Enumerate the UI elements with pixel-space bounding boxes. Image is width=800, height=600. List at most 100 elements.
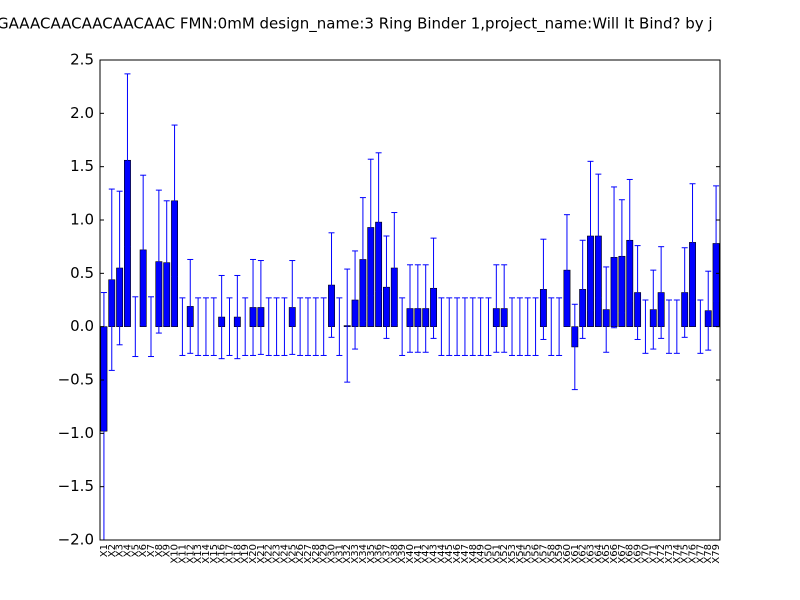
- error-bar: [273, 297, 280, 356]
- error-bar: [689, 183, 696, 302]
- x-tick-label: X11: [177, 544, 188, 564]
- y-tick-label: −2.0: [58, 531, 94, 549]
- x-tick-label: X74: [672, 544, 683, 564]
- error-bar: [713, 185, 720, 302]
- error-bar: [226, 297, 233, 356]
- error-bar: [579, 239, 586, 339]
- x-tick-label: X50: [483, 544, 494, 564]
- error-bar: [218, 274, 225, 360]
- error-bar: [140, 174, 147, 326]
- x-tick-label: X68: [625, 544, 636, 564]
- x-tick-label: X6: [138, 544, 149, 557]
- error-bar: [336, 297, 343, 356]
- error-bar: [493, 264, 500, 353]
- x-tick-label: X32: [342, 544, 353, 564]
- error-bar: [422, 264, 429, 353]
- error-bar: [618, 199, 625, 314]
- error-bar: [304, 297, 311, 356]
- y-tick-label: 2.0: [70, 104, 94, 122]
- x-tick-label: X43: [429, 544, 440, 564]
- x-tick-label: X23: [272, 544, 283, 564]
- error-bar: [171, 124, 178, 278]
- x-tick-label: X73: [664, 544, 675, 564]
- error-bar: [163, 200, 170, 326]
- error-bar: [705, 270, 712, 351]
- x-tick-label: X67: [617, 544, 628, 564]
- error-bar: [179, 297, 186, 356]
- error-bar: [509, 297, 516, 356]
- x-tick-label: X36: [374, 544, 385, 564]
- error-bar: [187, 258, 194, 354]
- error-bar: [650, 269, 657, 350]
- error-bar: [116, 190, 123, 346]
- error-bar: [469, 297, 476, 356]
- x-tick-label: X49: [476, 544, 487, 564]
- x-tick-label: X57: [538, 544, 549, 564]
- error-bar: [697, 299, 704, 354]
- error-bar: [108, 188, 115, 371]
- y-tick-label: −1.5: [58, 477, 94, 495]
- x-tick-label: X8: [154, 544, 165, 557]
- error-bar: [477, 297, 484, 356]
- x-tick-label: X26: [295, 544, 306, 564]
- error-bar: [383, 235, 390, 339]
- y-tick-label: −0.5: [58, 371, 94, 389]
- x-tick-label: X66: [609, 544, 620, 564]
- error-bar: [242, 297, 249, 356]
- error-bar: [195, 297, 202, 356]
- error-bar: [626, 178, 633, 302]
- x-tick-label: X56: [531, 544, 542, 564]
- x-tick-label: X33: [350, 544, 361, 564]
- x-tick-label: X1: [99, 544, 110, 557]
- x-tick-label: X14: [201, 544, 212, 564]
- error-bar: [265, 297, 272, 356]
- x-tick-label: X4: [122, 544, 133, 557]
- error-bar: [210, 297, 217, 356]
- error-bar: [461, 297, 468, 356]
- x-tick-label: X13: [193, 544, 204, 564]
- x-tick-label: X41: [413, 544, 424, 564]
- x-tick-label: X3: [115, 544, 126, 557]
- error-bar: [312, 297, 319, 356]
- error-bar: [548, 297, 555, 356]
- x-tick-label: X64: [593, 544, 604, 564]
- error-bar: [257, 260, 264, 355]
- error-bar: [414, 264, 421, 353]
- y-tick-label: 1.0: [70, 211, 94, 229]
- error-bar: [571, 303, 578, 391]
- error-bar: [367, 158, 374, 297]
- x-tick-label: X47: [460, 544, 471, 564]
- y-tick-label: 2.5: [70, 51, 94, 69]
- error-bar: [540, 238, 547, 340]
- error-bar: [281, 297, 288, 356]
- error-bar: [658, 246, 665, 339]
- x-tick-label: X71: [648, 544, 659, 564]
- error-bar: [407, 264, 413, 353]
- x-tick-label: X63: [586, 544, 597, 564]
- error-bar: [681, 247, 688, 338]
- x-tick-label: X25: [287, 544, 298, 564]
- x-tick-label: X5: [130, 544, 141, 557]
- error-bar: [352, 250, 359, 350]
- plot-area: [100, 73, 720, 540]
- x-tick-label: X69: [633, 544, 644, 564]
- error-bar: [587, 160, 594, 312]
- error-bar: [359, 197, 366, 322]
- x-tick-label: X2: [107, 544, 118, 557]
- x-tick-label: X40: [405, 544, 416, 564]
- error-bar: [250, 258, 257, 356]
- axes-frame: [99, 59, 721, 541]
- x-tick-label: X42: [421, 544, 432, 564]
- x-tick-label: X44: [436, 544, 447, 564]
- error-bar: [132, 296, 139, 358]
- x-tick-label: X7: [146, 544, 157, 557]
- x-tick-label: X28: [311, 544, 322, 564]
- error-bar: [297, 297, 304, 356]
- x-tick-label: X76: [688, 544, 699, 564]
- error-bar: [516, 297, 523, 356]
- error-bar: [202, 297, 209, 356]
- x-tick-label: X60: [562, 544, 573, 564]
- error-bar: [344, 268, 351, 383]
- error-bar: [438, 297, 445, 356]
- error-bar: [234, 274, 241, 360]
